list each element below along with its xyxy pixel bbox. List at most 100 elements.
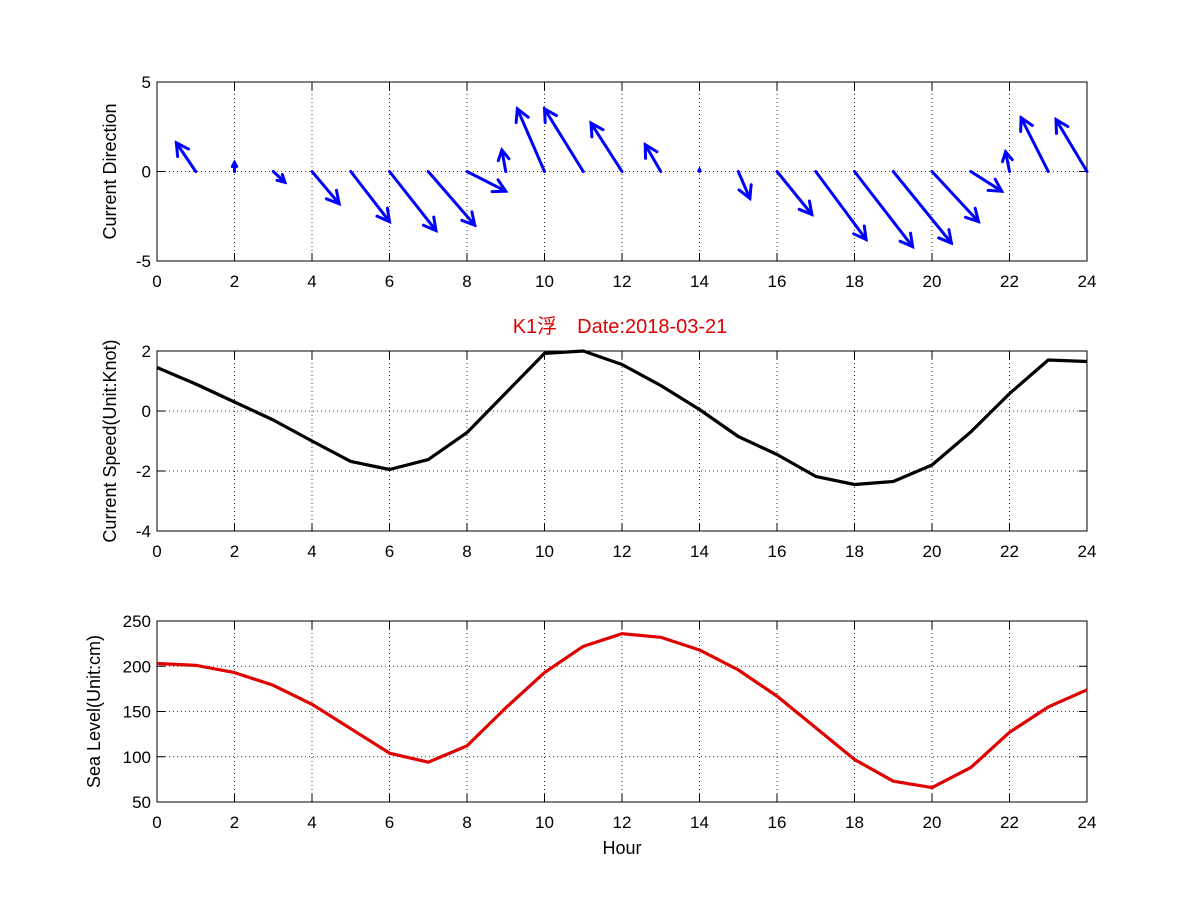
direction-arrow [271,170,288,185]
speed-xtick-label: 22 [1000,542,1019,561]
direction-ylabel: Current Direction [100,103,120,239]
direction-arrow [514,105,546,173]
direction-arrow [814,170,868,243]
direction-arrow [775,170,814,217]
direction-arrow-head [986,177,1005,193]
direction-xtick-label: 14 [690,272,709,291]
direction-arrow-head [1000,148,1014,164]
speed-xtick-label: 16 [768,542,787,561]
direction-arrow [969,170,1005,193]
sea-level-xtick-label: 2 [230,813,239,832]
direction-xtick-label: 6 [385,272,394,291]
sea-level-xtick-label: 24 [1078,813,1097,832]
direction-arrow-shaft [515,107,546,173]
direction-arrow-head [898,231,915,250]
direction-xtick-label: 12 [613,272,632,291]
direction-arrow-shaft [853,170,915,249]
sea-level-xtick-label: 22 [1000,813,1019,832]
direction-arrow [230,159,239,173]
speed-xtick-label: 8 [462,542,471,561]
direction-arrow-shaft [310,170,341,206]
sea-level-xtick-label: 6 [385,813,394,832]
direction-arrow [388,170,438,234]
speed-xtick-label: 4 [307,542,316,561]
sea-level-ytick-label: 100 [123,748,151,767]
sea-level-xtick-label: 18 [845,813,864,832]
direction-arrow [542,106,585,173]
direction-arrow-shaft [775,170,814,216]
speed-series-line [156,349,1088,487]
direction-arrow-head [514,105,530,124]
direction-arrow-shaft [426,170,477,227]
direction-arrow-head [697,166,702,173]
figure-title: K1浮 Date:2018-03-21 [513,315,728,338]
direction-arrow-head [324,188,342,207]
direction-arrow-shaft [1004,150,1011,173]
direction-arrow [1019,115,1050,173]
speed-ytick-label: 2 [142,342,151,361]
speed-xtick-label: 2 [230,542,239,561]
sea-level-xtick-label: 8 [462,813,471,832]
sea-level-ytick-label: 250 [123,612,151,631]
sea-level-series-line [156,632,1088,790]
direction-arrow-head [937,228,954,246]
speed-xtick-label: 14 [690,542,709,561]
direction-arrow [853,170,915,250]
direction-xtick-label: 16 [768,272,787,291]
direction-arrow-head [490,178,509,194]
direction-arrow-head [643,141,659,160]
speed-xtick-label: 12 [613,542,632,561]
direction-arrow [426,170,477,228]
direction-arrow [310,170,342,207]
direction-arrow [349,170,392,225]
direction-arrow-head [964,206,981,224]
direction-arrow-shaft [500,148,508,173]
direction-arrow [891,170,954,246]
sea-level-xtick-label: 10 [535,813,554,832]
direction-arrow-shaft [349,170,391,224]
direction-arrow-head [275,173,288,185]
direction-ytick-label: 5 [142,73,151,92]
sea-level-ytick-label: 50 [132,793,151,812]
direction-xtick-label: 2 [230,272,239,291]
speed-ytick-label: 0 [142,402,151,421]
direction-arrow-head [852,224,868,243]
direction-arrow [736,170,753,202]
direction-arrow [697,166,702,173]
speed-ylabel: Current Speed(Unit:Knot) [100,339,120,542]
direction-arrow-shaft [543,107,585,173]
direction-arrow-head [542,106,558,125]
direction-ytick-label: -5 [136,252,151,271]
speed-xtick-label: 18 [845,542,864,561]
direction-arrow-shaft [1054,118,1089,173]
direction-arrow [1054,116,1089,173]
direction-arrow-shaft [891,170,953,245]
direction-arrow-shaft [814,170,868,242]
direction-arrow [589,120,624,173]
direction-arrow-shaft [1019,116,1050,173]
direction-arrow [174,140,198,173]
direction-arrow-head [737,183,753,202]
direction-arrow [930,170,981,224]
sea-level-ytick-label: 150 [123,703,151,722]
sea-level-xtick-label: 12 [613,813,632,832]
direction-arrow [1000,148,1014,173]
direction-arrow-shaft [465,170,508,193]
direction-arrow-shaft [969,170,1004,193]
sea-level-xtick-label: 16 [768,813,787,832]
direction-arrow-head [1054,116,1070,135]
speed-xtick-label: 6 [385,542,394,561]
direction-arrow-head [496,146,511,163]
sea-level-ytick-label: 200 [123,657,151,676]
direction-xtick-label: 24 [1078,272,1097,291]
direction-arrow-head [230,159,239,169]
direction-xtick-label: 22 [1000,272,1019,291]
speed-xtick-label: 10 [535,542,554,561]
direction-arrow [496,146,511,173]
direction-arrow-head [1019,115,1034,133]
